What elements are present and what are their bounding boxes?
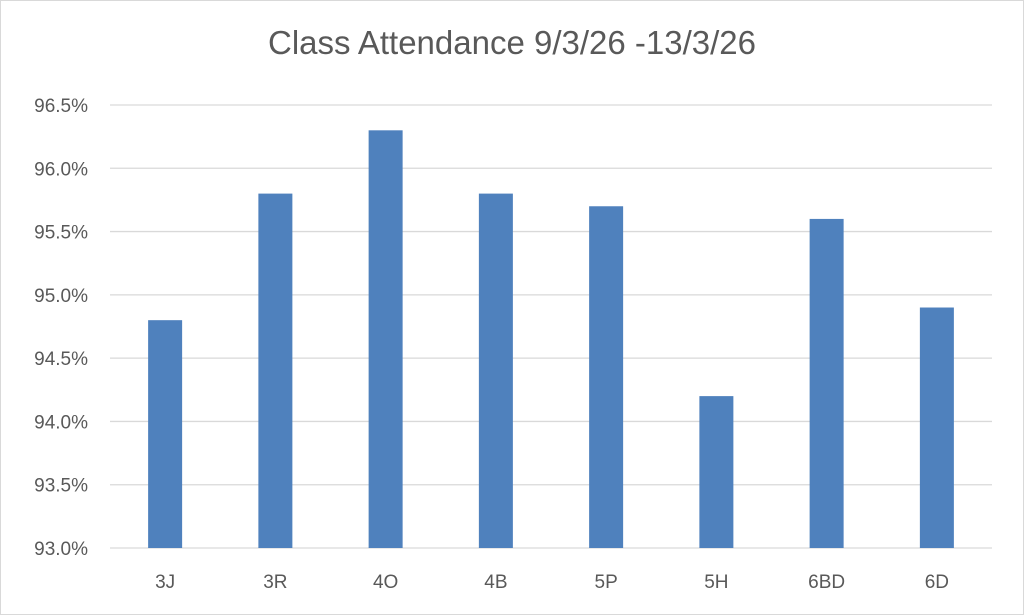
bar-4b [478, 193, 513, 548]
y-tick-label: 96.0% [34, 159, 88, 180]
bar-3r [258, 193, 293, 548]
bars [148, 130, 954, 549]
x-tick-label: 5P [595, 572, 618, 593]
y-tick-label: 95.0% [34, 286, 88, 307]
y-axis-ticks: 93.0% 93.5% 94.0% 94.5% 95.0% 95.5% 96.0% 96.5% [34, 96, 88, 560]
bar-6bd [809, 218, 844, 548]
y-tick-label: 95.5% [34, 223, 88, 244]
chart-title: Class Attendance 9/3/26 -13/3/26 [267, 24, 756, 61]
gridlines [110, 104, 992, 549]
bar-5h [699, 396, 734, 548]
y-tick-label: 94.5% [34, 349, 88, 370]
y-tick-label: 93.0% [34, 539, 88, 560]
x-tick-label: 5H [704, 572, 728, 593]
bar-4o [368, 130, 403, 549]
bar-6d [919, 307, 954, 548]
x-axis-ticks: 3J 3R 4O 4B 5P 5H 6BD 6D [155, 572, 949, 593]
x-tick-label: 3J [155, 572, 175, 593]
y-tick-label: 93.5% [34, 476, 88, 497]
bar-3j [148, 320, 183, 548]
x-tick-label: 6D [925, 572, 949, 593]
x-tick-label: 6BD [808, 572, 845, 593]
x-tick-label: 4B [484, 572, 507, 593]
x-tick-label: 3R [263, 572, 287, 593]
x-tick-label: 4O [373, 572, 398, 593]
bar-5p [589, 206, 624, 548]
y-tick-label: 96.5% [34, 96, 88, 117]
y-tick-label: 94.0% [34, 412, 88, 433]
